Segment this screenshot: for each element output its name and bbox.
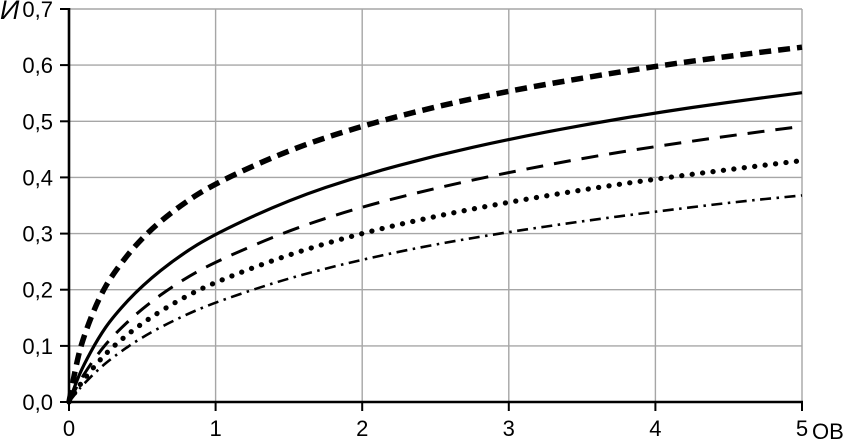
- y-tick-label: 0,1: [22, 334, 53, 359]
- y-tick-label: 0,7: [22, 0, 53, 22]
- curve-solid: [67, 91, 803, 403]
- x-tick-label: 5: [796, 416, 808, 441]
- y-tick-label: 0,3: [22, 222, 53, 247]
- x-axis-title: ОВ: [812, 419, 844, 444]
- curve-dotted: [66, 158, 805, 405]
- y-axis-title: И: [0, 0, 20, 25]
- x-tick-label: 2: [356, 416, 368, 441]
- x-tick-label: 4: [649, 416, 661, 441]
- curve-long-dash: [67, 124, 803, 403]
- y-tick-label: 0,6: [22, 53, 53, 78]
- curve-bold-dashed: [66, 44, 803, 403]
- x-tick-label: 0: [63, 416, 75, 441]
- x-tick-label: 3: [503, 416, 515, 441]
- y-tick-label: 0,4: [22, 165, 53, 190]
- y-tick-label: 0,0: [22, 390, 53, 415]
- y-tick-label: 0,5: [22, 109, 53, 134]
- x-tick-label: 1: [209, 416, 221, 441]
- curve-dash-dot: [67, 194, 803, 403]
- y-tick-label: 0,2: [22, 278, 53, 303]
